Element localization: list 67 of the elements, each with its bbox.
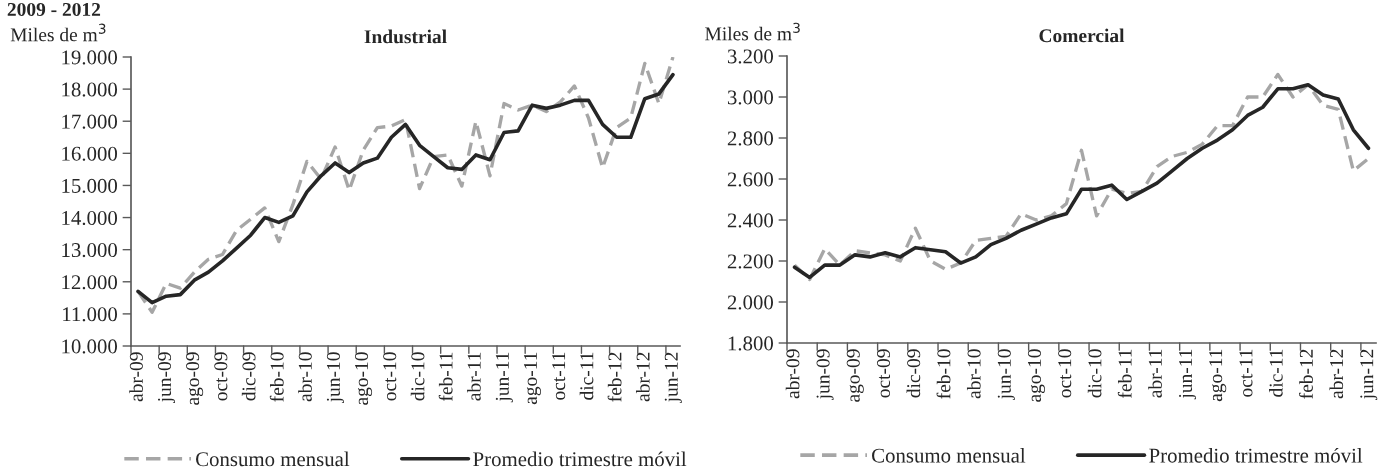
x-tick-label: ago-09 — [186, 352, 204, 405]
x-tick-label: oct-09 — [214, 352, 228, 401]
x-tick-label: oct-10 — [383, 352, 397, 401]
x-tick-label: abr-10 — [966, 349, 981, 399]
x-tick-label: jun-12 — [1360, 349, 1378, 400]
y-tick-label: 1.800 — [728, 336, 774, 351]
y-tick-label: 14.000 — [62, 210, 118, 226]
x-tick-label: abr-09 — [785, 349, 800, 399]
legend-label: Consumo mensual — [196, 451, 350, 467]
x-tick-label: abr-11 — [467, 352, 481, 401]
x-tick-label: abr-12 — [1329, 349, 1344, 399]
x-tick-label: dic-11 — [1269, 349, 1283, 397]
y-tick-label: 12.000 — [62, 275, 118, 290]
y-tick-label: 15.000 — [62, 178, 118, 193]
y-tick-label: 17.000 — [62, 114, 118, 129]
legend-label: Consumo mensual — [872, 447, 1026, 463]
y-axis-title: Miles de m$^{3}$ — [705, 22, 800, 41]
text: 2009 - 2012 — [7, 2, 101, 17]
x-tick-label: dic-09 — [906, 349, 921, 398]
x-tick-label: ago-10 — [1027, 349, 1046, 402]
x-tick-label: abr-12 — [635, 352, 650, 402]
y-tick-label: 11.000 — [63, 307, 118, 322]
x-tick-label: feb-11 — [438, 352, 453, 401]
y-tick-label: 13.000 — [62, 243, 118, 258]
x-tick-label: oct-09 — [876, 349, 891, 398]
chart-title: Industrial — [364, 29, 447, 44]
y-tick-label: 2.400 — [727, 213, 774, 228]
x-tick-label: abr-11 — [1148, 349, 1162, 398]
y-tick-label: 16.000 — [62, 146, 118, 161]
x-tick-label: feb-11 — [1117, 349, 1132, 398]
x-tick-label: dic-09 — [241, 352, 256, 401]
x-tick-label: dic-10 — [410, 352, 425, 401]
y-tick-label: 2.000 — [727, 295, 774, 310]
y-tick-label: 19.000 — [62, 50, 118, 65]
x-tick-label: jun-11 — [1179, 349, 1197, 400]
legend-label: Promedio trimestre móvil — [473, 451, 687, 467]
y-tick-label: 3.000 — [727, 90, 774, 105]
x-tick-label: dic-10 — [1087, 349, 1102, 398]
legend-label: Promedio trimestre móvil — [1149, 447, 1363, 463]
x-tick-label: oct-11 — [552, 352, 566, 400]
y-tick-label: 3.200 — [727, 49, 774, 64]
x-tick-label: jun-09 — [157, 352, 176, 403]
x-tick-label: feb-12 — [607, 352, 622, 402]
x-tick-label: ago-09 — [846, 349, 864, 402]
x-tick-label: feb-10 — [269, 352, 284, 402]
x-tick-label: ago-10 — [354, 352, 373, 405]
y-axis-title: Miles de m$^{3}$ — [10, 23, 106, 42]
x-tick-label: jun-09 — [816, 349, 834, 400]
x-tick-label: ago-11 — [523, 352, 542, 405]
x-tick-label: ago-11 — [1209, 349, 1227, 402]
x-tick-label: oct-11 — [1239, 349, 1253, 397]
x-tick-label: dic-11 — [579, 352, 594, 400]
chart-title: Comercial — [1039, 28, 1125, 43]
x-tick-label: oct-10 — [1058, 349, 1072, 398]
x-tick-label: abr-09 — [129, 352, 143, 402]
y-tick-label: 2.600 — [727, 172, 774, 187]
x-tick-label: jun-10 — [326, 352, 344, 403]
y-tick-label: 18.000 — [62, 82, 118, 97]
x-tick-label: jun-11 — [495, 352, 513, 403]
x-tick-label: jun-10 — [997, 349, 1015, 400]
y-tick-label: 2.800 — [727, 131, 774, 146]
x-tick-label: feb-10 — [936, 349, 951, 399]
y-tick-label: 2.200 — [727, 254, 774, 269]
x-tick-label: feb-12 — [1299, 349, 1313, 399]
x-tick-label: abr-10 — [298, 352, 312, 402]
y-tick-label: 10.000 — [62, 339, 118, 354]
x-tick-label: jun-12 — [664, 352, 682, 403]
